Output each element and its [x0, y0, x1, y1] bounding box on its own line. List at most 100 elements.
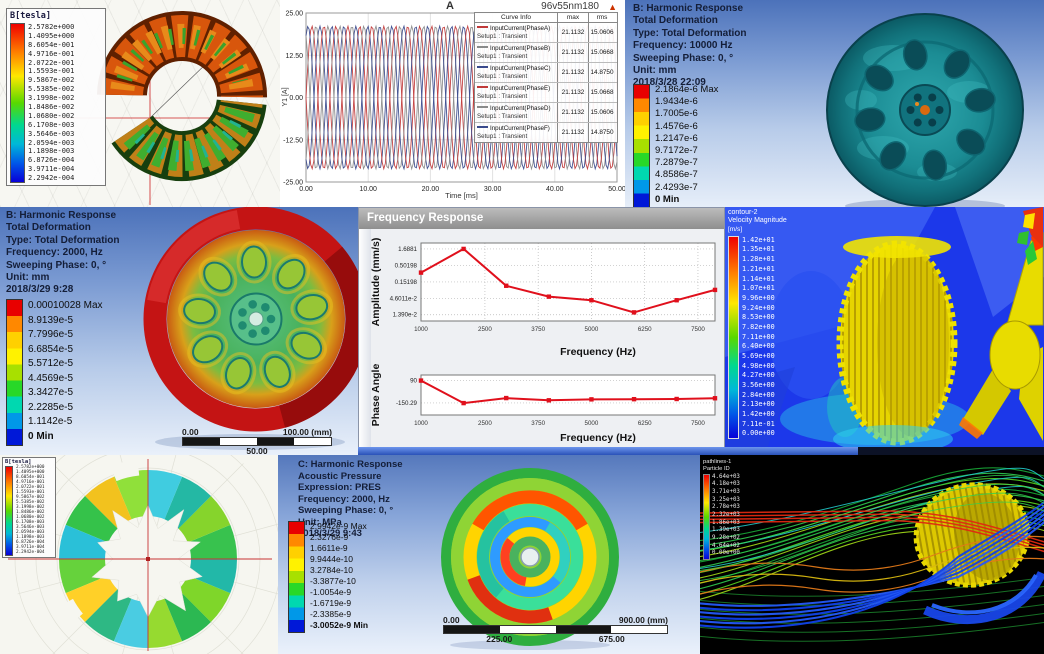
- ruler-bar: [443, 625, 668, 634]
- scale-ruler: 0.00 900.00 (mm) 225.00 675.00: [443, 615, 668, 645]
- info-line: Expression: PRES: [298, 482, 381, 493]
- curve-color-dash-icon: [477, 125, 488, 128]
- legend-value: 9.5867e-002: [16, 495, 45, 500]
- flux-legend-values: 2.5782e+000 1.4095e+000 8.6054e-001 4.9716e…: [16, 465, 45, 556]
- info-line: Unit: mm: [633, 65, 677, 77]
- legend-value: 6.40e+00: [742, 342, 775, 351]
- info-line: Type: Total Deformation: [6, 234, 120, 246]
- curve-setup: Setup1 : Transient: [477, 32, 528, 40]
- deformed-wheel-visualization: [143, 207, 358, 450]
- legend-value: 1.21e+01: [742, 264, 775, 273]
- svg-text:1.6881: 1.6881: [398, 246, 417, 253]
- legend-value: 7.7996e-5: [28, 329, 74, 340]
- legend-value: 2.4293e-7: [655, 181, 698, 193]
- legend-value: 4.8586e-7: [655, 169, 698, 181]
- legend-value: 9.24e+00: [742, 303, 775, 312]
- svg-text:2500: 2500: [478, 326, 492, 333]
- window-title: Frequency Response: [367, 212, 484, 224]
- velocity-legend: contour-2 Velocity Magnitude [m/s] 1.42e…: [728, 209, 787, 439]
- window-title-bar[interactable]: Frequency Response: [359, 208, 724, 229]
- legend-title-line2: Velocity Magnitude: [728, 217, 787, 225]
- legend-value: 3.25e+03: [712, 496, 740, 503]
- ruler-q3: 675.00: [598, 634, 625, 644]
- curve-color-dash-icon: [477, 65, 488, 68]
- svg-text:7500: 7500: [691, 420, 705, 427]
- curve-max: 21.1132: [557, 83, 588, 102]
- svg-text:7500: 7500: [691, 326, 705, 333]
- legend-value: 2.0594e-003: [16, 530, 45, 535]
- legend-value: 2.2942e-004: [16, 550, 45, 555]
- svg-text:50.00: 50.00: [608, 186, 625, 193]
- legend-value: 1.1898e-003: [16, 535, 45, 540]
- info-line: Total Deformation: [6, 222, 91, 234]
- flux-colorbar: [5, 466, 13, 556]
- panel-flux-density-bottom: B[tesla] 2.5782e+000 1.4095e+000 8.6054e-0…: [0, 455, 278, 654]
- window-frame-strip-dark: [858, 447, 1044, 455]
- legend-value: 0 Min: [655, 193, 680, 205]
- panel-acoustic-pressure: C: Harmonic Response Acoustic Pressure Exp…: [278, 455, 700, 654]
- scale-ruler: 0.00 100.00 (mm) 50.00: [182, 427, 332, 455]
- window-frame-strip: [358, 447, 858, 455]
- legend-value: 1.4095e+000: [16, 470, 45, 475]
- ruler-top-labels: 0.00 900.00 (mm): [443, 615, 668, 625]
- svg-text:6250: 6250: [638, 420, 652, 427]
- legend-value: 6.1708e-003: [28, 120, 75, 129]
- info-line: B: Harmonic Response: [6, 210, 117, 221]
- svg-text:1.390e-2: 1.390e-2: [393, 312, 418, 319]
- curve-rms: 15.0606: [588, 23, 615, 42]
- frequency-response-charts: 1000 2500 3750 5000 6250 7500 1.6881 0.50198 0.1…: [370, 238, 718, 444]
- info-line: 2018/3/28 22:09: [633, 77, 706, 89]
- ruler-quarter-labels: 225.00 675.00: [443, 634, 668, 645]
- legend-value: 1.28e+01: [742, 255, 775, 264]
- flux-legend-values: 2.5782e+000 1.4095e+000 8.6054e-001 4.9716e…: [28, 23, 74, 183]
- legend-value: 1.42e+00: [742, 409, 775, 418]
- legend-value: 1.8486e-002: [28, 103, 75, 112]
- table-row: InputCurrent(PhaseE) Setup1 : Transient …: [475, 83, 617, 103]
- legend-value: 7.2879e-7: [655, 157, 698, 169]
- legend-value: 1.4095e+000: [28, 31, 75, 40]
- plot-marker-icon: ▲: [608, 2, 617, 12]
- legend-value: 4.98e+00: [742, 361, 775, 370]
- particle-colorbar: [703, 473, 710, 560]
- legend-value: 1.14e+01: [742, 274, 775, 283]
- legend-value: 3.9711e-004: [28, 165, 75, 174]
- curve-rms: 14.8750: [588, 123, 615, 142]
- legend-unit: [m/s]: [728, 225, 743, 233]
- info-line: Type: Total Deformation: [633, 27, 747, 39]
- deformation-colorbar: [633, 84, 650, 207]
- legend-value: 1.2147e-6: [655, 132, 698, 144]
- legend-value: 5.5385e-002: [16, 500, 45, 505]
- legend-value: 4.9716e-001: [28, 49, 75, 58]
- legend-value: 2.78e+03: [712, 504, 740, 511]
- panel-harmonic-10000: B: Harmonic Response Total Deformation Typ…: [625, 0, 1044, 207]
- legend-value: 1.35e+01: [742, 245, 775, 254]
- legend-value: 1.8486e-002: [16, 510, 45, 515]
- svg-text:5000: 5000: [585, 326, 599, 333]
- legend-value: -1.6719e-9: [310, 598, 352, 608]
- legend-value: 1.7005e-6: [655, 108, 698, 120]
- legend-value: 2.1864e-6 Max: [655, 84, 719, 95]
- legend-value: 2.5782e+000: [16, 465, 45, 470]
- curve-info-table: Curve Info max rms InputCurrent(PhaseA) …: [474, 12, 618, 143]
- legend-value: 2.84e+00: [742, 390, 775, 399]
- streamline-visualization: [700, 467, 1044, 642]
- flux-legend-title: B[tesla]: [10, 11, 51, 21]
- legend-value: 2.5782e+000: [28, 23, 75, 31]
- col-rms: rms: [588, 13, 615, 22]
- legend-value: 9.28e+02: [712, 534, 740, 541]
- table-row: InputCurrent(PhaseF) Setup1 : Transient …: [475, 123, 617, 142]
- info-line: Sweeping Phase: 0, °: [633, 52, 734, 64]
- window-left-gutter: [359, 229, 371, 454]
- legend-value: 4.18e+03: [712, 481, 740, 488]
- legend-value: 5.5385e-002: [28, 85, 75, 94]
- curve-name: InputCurrent(PhaseD): [490, 104, 551, 112]
- info-line: Total Deformation: [633, 15, 718, 27]
- pressure-legend: 2.9942e-9 Max 2.3276e-9 1.6611e-9 9.9444e-1…: [288, 521, 368, 633]
- legend-title-line1: pathlines-1: [703, 459, 732, 465]
- ruler-bar: [182, 437, 332, 446]
- legend-value: 9.96e+00: [742, 293, 775, 302]
- legend-value: 3.9711e-004: [16, 545, 45, 550]
- table-row: InputCurrent(PhaseA) Setup1 : Transient …: [475, 23, 617, 43]
- info-line: C: Harmonic Response: [298, 459, 403, 470]
- ruler-q1: 225.00: [486, 634, 513, 644]
